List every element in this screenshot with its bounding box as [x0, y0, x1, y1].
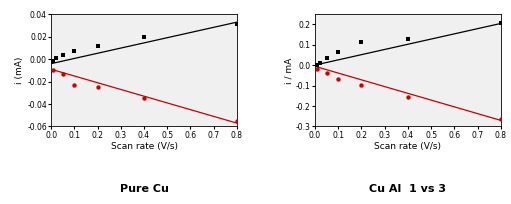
Point: [50, 69, 58, 72]
Point: [313, 63, 321, 67]
X-axis label: Scan rate (V/s): Scan rate (V/s): [110, 142, 177, 151]
Point: [59, 72, 67, 75]
Point: [70, 50, 78, 53]
Point: [497, 22, 505, 25]
Point: [404, 37, 412, 40]
Point: [497, 118, 505, 121]
Point: [334, 50, 342, 54]
X-axis label: Scan rate (V/s): Scan rate (V/s): [375, 142, 442, 151]
Point: [140, 35, 148, 38]
Y-axis label: i (mA): i (mA): [15, 57, 25, 84]
Point: [140, 97, 148, 100]
Point: [404, 95, 412, 99]
Point: [233, 119, 241, 123]
Point: [334, 77, 342, 80]
Point: [70, 83, 78, 87]
Point: [322, 72, 331, 75]
Point: [50, 60, 58, 63]
Point: [357, 40, 365, 43]
Point: [313, 68, 321, 71]
Point: [315, 61, 323, 64]
Point: [357, 83, 365, 86]
Point: [233, 23, 241, 26]
Point: [322, 57, 331, 60]
Point: [52, 57, 60, 60]
Y-axis label: i / mA: i / mA: [284, 57, 293, 83]
Point: [94, 86, 102, 89]
Point: [94, 44, 102, 47]
Text: Pure Cu: Pure Cu: [120, 184, 169, 194]
Text: Cu Al  1 vs 3: Cu Al 1 vs 3: [369, 184, 447, 194]
Point: [59, 53, 67, 56]
